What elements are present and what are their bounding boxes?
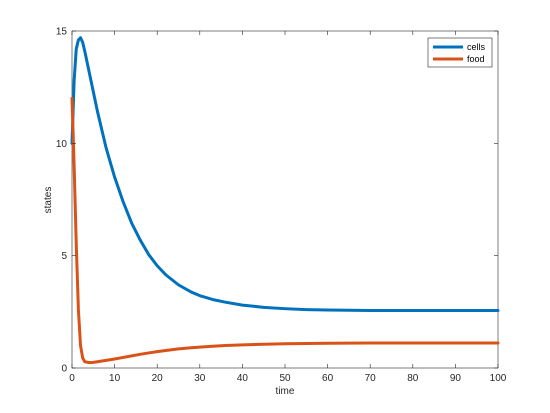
legend-box [427, 37, 493, 68]
x-tick-label: 30 [194, 373, 206, 384]
x-tick-label: 0 [69, 373, 75, 384]
x-tick-label: 90 [450, 373, 462, 384]
x-tick-label: 70 [365, 373, 377, 384]
ticks-layer: 0 10 20 30 40 50 60 70 80 90 100 0 5 10 15 [56, 27, 507, 385]
legend-label-food: food [467, 54, 485, 64]
legend-label-cells: cells [467, 42, 486, 52]
legend: cells food [427, 37, 493, 68]
y-tick-label: 10 [56, 139, 68, 150]
x-tick-label: 60 [322, 373, 334, 384]
y-tick-label: 0 [61, 364, 67, 375]
x-axis-label: time [276, 386, 295, 397]
x-tick-label: 100 [490, 373, 507, 384]
x-tick-label: 40 [237, 373, 249, 384]
x-tick-label: 50 [279, 373, 291, 384]
plot-area [71, 30, 499, 369]
x-tick-label: 10 [109, 373, 121, 384]
x-tick-label: 80 [407, 373, 419, 384]
x-tick-label: 20 [152, 373, 164, 384]
series-line-cells [70, 36, 500, 312]
y-tick-label: 5 [61, 251, 67, 262]
series-line-food [70, 96, 500, 365]
series-layer [70, 36, 500, 365]
y-axis-label: states [43, 187, 54, 214]
y-tick-label: 15 [56, 27, 68, 38]
